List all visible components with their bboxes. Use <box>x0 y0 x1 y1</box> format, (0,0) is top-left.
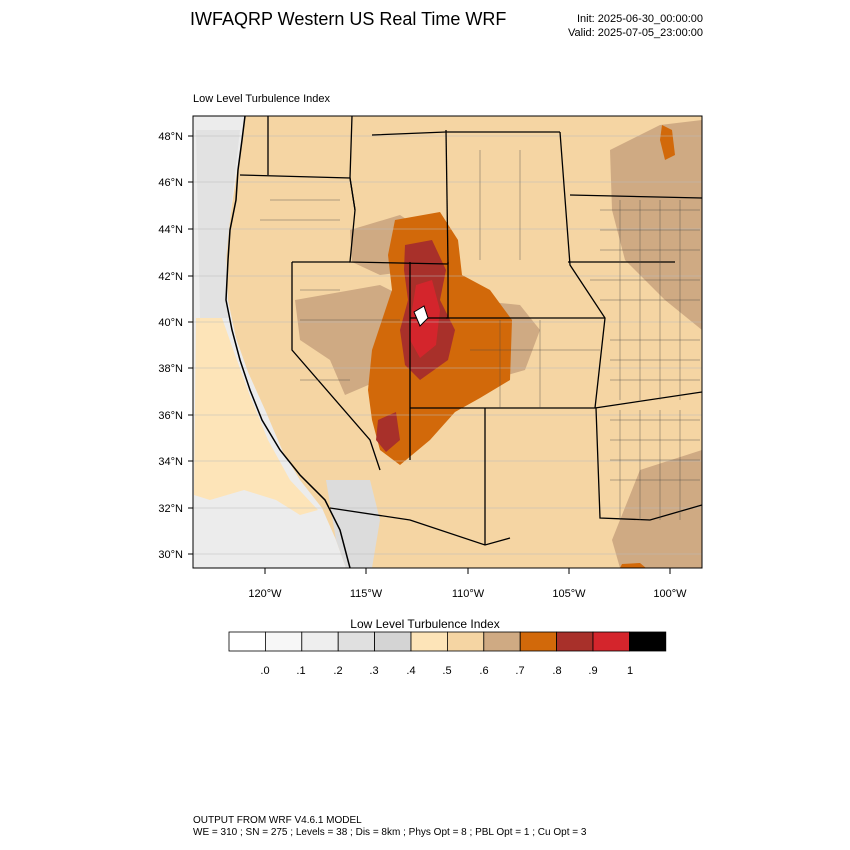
lat-label: 42°N <box>158 271 183 283</box>
colorbar-label: .1 <box>296 665 305 677</box>
map-frame <box>192 115 703 569</box>
colorbar-label: .9 <box>588 665 597 677</box>
footer-config-line: WE = 310 ; SN = 275 ; Levels = 38 ; Dis … <box>193 827 587 838</box>
colorbar-box <box>519 631 558 652</box>
state-boundaries <box>239 116 702 546</box>
colorbar-label: .7 <box>515 665 524 677</box>
coastal-light-area <box>194 318 318 515</box>
colorbar-label: 1 <box>627 665 633 677</box>
lat-label: 36°N <box>158 410 183 422</box>
gray-area-sw <box>326 480 380 568</box>
init-time: Init: 2025-06-30_00:00:00 <box>577 13 703 25</box>
lat-label: 48°N <box>158 131 183 143</box>
colorbar-box <box>629 631 667 652</box>
lat-label: 34°N <box>158 456 183 468</box>
brown-zone-texas <box>612 450 702 568</box>
footer-model-line: OUTPUT FROM WRF V4.6.1 MODEL <box>193 815 362 826</box>
colorbar-label: .4 <box>406 665 415 677</box>
colorbar-box <box>483 631 521 652</box>
colorbar-label: .8 <box>552 665 561 677</box>
lat-label: 32°N <box>158 503 183 515</box>
valid-time: Valid: 2025-07-05_23:00:00 <box>568 27 703 39</box>
colorbar-box <box>446 631 485 652</box>
lon-label: 120°W <box>248 588 282 600</box>
colorbar-title: Low Level Turbulence Index <box>350 617 500 631</box>
colorbar-box <box>337 631 376 652</box>
main-title: IWFAQRP Western US Real Time WRF <box>190 9 507 29</box>
longitude-axis: 120°W 115°W 110°W 105°W 100°W <box>248 568 687 600</box>
colorbar <box>228 631 667 652</box>
colorbar-box <box>301 631 339 652</box>
lat-label: 30°N <box>158 549 183 561</box>
colorbar-box <box>592 631 630 652</box>
colorbar-box <box>374 631 412 652</box>
coastline <box>225 116 351 568</box>
orange-zone-texas-south <box>620 563 646 568</box>
lon-label: 115°W <box>350 588 383 600</box>
lon-label: 100°W <box>653 588 687 600</box>
colorbar-labels: .0 .1 .2 .3 .4 .5 .6 .7 .8 .9 1 <box>260 665 633 677</box>
lat-label: 44°N <box>158 224 183 236</box>
colorbar-label: .3 <box>369 665 378 677</box>
colorbar-label: .6 <box>479 665 488 677</box>
lat-label: 40°N <box>158 317 183 329</box>
map-field <box>193 116 702 568</box>
orange-zone-minnesota <box>660 125 675 160</box>
lat-label: 38°N <box>158 363 183 375</box>
red-zone-arizona <box>376 412 400 452</box>
latitude-axis: 48°N 46°N 44°N 42°N 40°N 38°N 36°N 34°N … <box>158 131 193 561</box>
lat-label: 46°N <box>158 177 183 189</box>
gray-area-pacific <box>196 130 240 318</box>
lon-label: 105°W <box>552 588 586 600</box>
county-boundaries <box>260 150 700 520</box>
brown-zone-dakotas <box>610 120 702 330</box>
colorbar-label: .2 <box>333 665 342 677</box>
colorbar-box <box>410 631 448 652</box>
colorbar-label: .5 <box>442 665 451 677</box>
colorbar-box <box>556 631 594 652</box>
panel-title: Low Level Turbulence Index <box>193 93 330 105</box>
colorbar-box <box>264 631 303 652</box>
graticule <box>193 135 702 555</box>
lon-label: 110°W <box>452 588 485 600</box>
colorbar-box <box>228 631 266 652</box>
great-salt-lake <box>413 305 429 327</box>
colorbar-label: .0 <box>260 665 269 677</box>
